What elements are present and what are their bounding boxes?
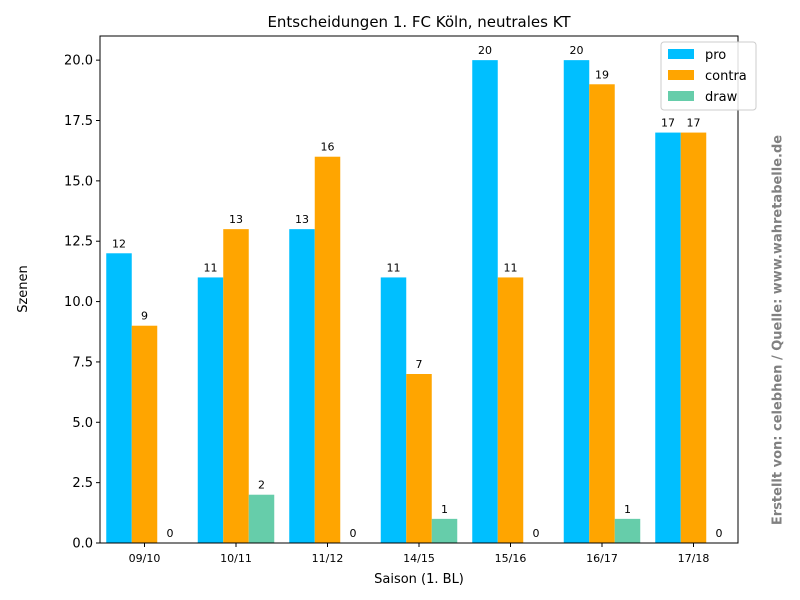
x-tick-label: 09/10	[129, 552, 161, 565]
bar-pro-11/12	[289, 229, 315, 543]
y-tick-label: 7.5	[72, 355, 93, 370]
bar-draw-10/11	[248, 494, 275, 543]
data-label: 0	[716, 527, 723, 540]
x-tick-label: 16/17	[586, 552, 618, 565]
data-label: 1	[624, 503, 631, 516]
data-label: 13	[229, 213, 243, 226]
bar-draw-16/17	[614, 518, 641, 543]
bar-pro-09/10	[106, 253, 132, 544]
bar-contra-10/11	[223, 229, 249, 543]
bar-contra-11/12	[314, 156, 341, 543]
legend: pro contra draw	[660, 41, 757, 111]
bar-contra-14/15	[406, 374, 432, 543]
x-axis-label: Saison (1. BL)	[374, 572, 464, 587]
data-label: 20	[478, 44, 492, 57]
data-label: 13	[295, 213, 309, 226]
bar-pro-16/17	[563, 60, 590, 544]
axes-layer: 0.0 2.5 5.0 7.5 10.0 12.5 15.0 17.5 20.0 09/10 10/…	[64, 35, 739, 565]
bar-pro-10/11	[197, 277, 224, 543]
y-tick-label: 15.0	[64, 174, 93, 189]
legend-label-draw: draw	[705, 90, 738, 105]
legend-label-contra: contra	[705, 69, 747, 84]
data-label: 0	[350, 527, 357, 540]
data-label: 0	[167, 527, 174, 540]
data-label: 11	[504, 261, 518, 274]
data-label: 19	[595, 68, 609, 81]
y-tick-label: 17.5	[64, 114, 93, 129]
x-tick-label: 17/18	[678, 552, 710, 565]
data-label: 11	[387, 261, 401, 274]
x-tick-label: 14/15	[403, 552, 435, 565]
y-axis-label: Szenen	[16, 265, 31, 313]
legend-label-pro: pro	[705, 48, 726, 63]
data-label: 11	[204, 261, 218, 274]
chart-title: Entscheidungen 1. FC Köln, neutrales KT	[267, 13, 571, 31]
data-label: 1	[441, 503, 448, 516]
data-label: 0	[533, 527, 540, 540]
data-label: 7	[416, 358, 423, 371]
data-label: 2	[258, 479, 265, 492]
x-tick-label: 15/16	[495, 552, 527, 565]
data-label: 17	[687, 117, 701, 130]
x-tick-label: 10/11	[220, 552, 252, 565]
bar-draw-14/15	[431, 518, 458, 543]
data-label: 12	[112, 237, 126, 250]
bar-contra-15/16	[497, 277, 524, 543]
bar-pro-17/18	[655, 132, 681, 544]
source-credit-text: Erstellt von: celebhen / Quelle: www.wah…	[770, 134, 786, 526]
bar-contra-09/10	[131, 325, 158, 543]
y-tick-label: 2.5	[72, 476, 93, 491]
data-label: 9	[141, 310, 148, 323]
data-label: 16	[321, 141, 335, 154]
data-label: 20	[570, 44, 584, 57]
bar-pro-15/16	[472, 60, 498, 544]
y-tick-label: 12.5	[64, 235, 93, 250]
bar-contra-16/17	[589, 84, 615, 544]
y-tick-label: 10.0	[64, 295, 93, 310]
legend-swatch-draw	[668, 91, 694, 101]
legend-swatch-pro	[668, 49, 694, 59]
x-tick-label: 11/12	[312, 552, 344, 565]
y-tick-label: 20.0	[64, 54, 93, 69]
y-tick-label: 5.0	[72, 416, 93, 431]
bar-contra-17/18	[680, 132, 707, 544]
y-tick-label: 0.0	[72, 537, 93, 552]
bar-pro-14/15	[380, 277, 407, 543]
data-label: 17	[661, 117, 675, 130]
bars-layer	[106, 60, 707, 544]
legend-swatch-contra	[668, 70, 694, 80]
